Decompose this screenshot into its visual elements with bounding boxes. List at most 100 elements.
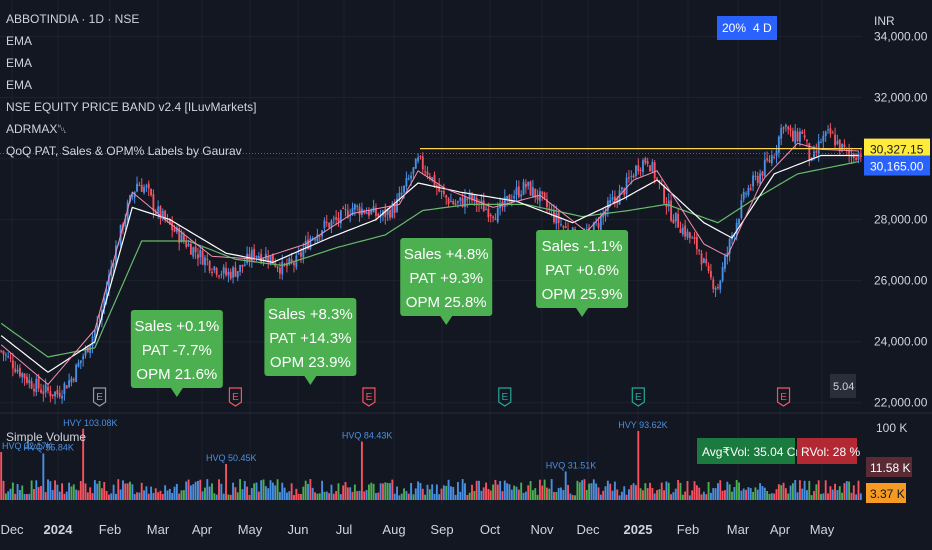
candle-body xyxy=(646,161,649,164)
time-axis[interactable]: Dec 2024 Feb Mar Apr May Jun Jul Aug Sep Oct Nov Dec… xyxy=(0,522,834,537)
volume-bar xyxy=(143,490,145,500)
volume-bar xyxy=(314,492,316,500)
volume-info[interactable]: Avg₹Vol: 35.04 Cr RVol: 28 % xyxy=(697,438,860,464)
qoq-label-box[interactable]: Sales -1.1% PAT +0.6% OPM 25.9% xyxy=(536,230,629,317)
currency-label[interactable]: INR xyxy=(874,14,895,28)
volume-bar xyxy=(28,493,31,500)
earnings-marker[interactable]: E xyxy=(362,387,376,407)
volume-bar xyxy=(817,480,820,500)
candle-body xyxy=(752,175,755,187)
volume-bar xyxy=(681,494,684,500)
volume-bar xyxy=(667,482,670,500)
candle-body xyxy=(480,200,483,203)
earnings-marker[interactable]: E xyxy=(776,387,791,407)
candle-body xyxy=(384,208,387,217)
volume-bar xyxy=(232,482,235,500)
volume-bar xyxy=(625,494,628,500)
volume-bar xyxy=(54,480,56,500)
qoq-label-box[interactable]: Sales +4.8% PAT +9.3% OPM 25.8% xyxy=(400,238,493,325)
volume-bar xyxy=(517,489,520,500)
candle-body xyxy=(234,267,237,277)
candle-body xyxy=(199,249,202,258)
candle-body xyxy=(836,140,839,145)
volume-bar xyxy=(569,493,572,500)
volume-bar xyxy=(40,485,42,500)
earnings-marker[interactable]: E xyxy=(498,387,512,407)
volume-bar xyxy=(410,483,413,500)
volume-bar xyxy=(175,483,178,500)
volume-bar xyxy=(309,479,312,500)
badge-percent[interactable]: 20% xyxy=(717,16,752,40)
volume-pane-title[interactable]: Simple Volume xyxy=(6,430,87,444)
legend-symbol[interactable]: ABBOTINDIA · 1D · NSE xyxy=(6,12,140,26)
volume-bar xyxy=(604,486,607,500)
volume-bar xyxy=(72,484,75,500)
candle-body xyxy=(784,124,787,127)
candle-body xyxy=(742,191,745,200)
volume-bar xyxy=(386,482,389,500)
candle-body xyxy=(91,336,94,347)
legend-adrmax[interactable]: ADRMAX␀ xyxy=(6,122,67,136)
candle-body xyxy=(630,176,633,178)
volume-bar xyxy=(213,493,216,500)
earnings-marker[interactable]: E xyxy=(228,387,243,407)
price-axis[interactable]: 34,000.00 32,000.00 28,000.00 26,000.00 24,0… xyxy=(864,30,930,410)
badge-days[interactable]: 4 D xyxy=(748,16,777,40)
candle-body xyxy=(77,362,80,367)
volume-bar xyxy=(756,489,759,500)
candle-body xyxy=(461,198,464,207)
volume-bar xyxy=(164,485,167,500)
legend-ema-2[interactable]: EMA xyxy=(6,56,33,70)
candle-body xyxy=(222,267,225,274)
volume-bar xyxy=(449,486,452,500)
earnings-marker[interactable]: E xyxy=(92,387,107,407)
volume-bar xyxy=(377,492,380,500)
candle-body xyxy=(684,225,687,237)
earnings-marker-letter: E xyxy=(635,392,642,403)
legend-price-band[interactable]: NSE EQUITY PRICE BAND v2.4 [ILuvMarkets] xyxy=(6,100,257,114)
candle-body xyxy=(103,298,106,308)
volume-bar xyxy=(414,488,417,500)
candle-body xyxy=(339,210,342,224)
candle-body xyxy=(316,234,319,242)
volume-bar xyxy=(597,487,600,500)
volume-bar xyxy=(693,481,696,500)
qoq-label-box[interactable]: Sales +8.3% PAT +14.3% OPM 23.9% xyxy=(264,298,357,385)
qoq-label-box[interactable]: Sales +0.1% PAT -7.7% OPM 21.6% xyxy=(130,310,223,397)
volume-bar xyxy=(538,479,541,500)
legend-qoq-labels[interactable]: QoQ PAT, Sales & OPM% Labels by Gaurav xyxy=(6,144,242,158)
candle-body xyxy=(403,185,405,193)
volume-bar xyxy=(717,483,719,500)
candle-body xyxy=(513,195,516,199)
volume-bar xyxy=(110,493,113,500)
volume-bar xyxy=(89,487,92,500)
volume-bar xyxy=(393,493,396,500)
earnings-marker[interactable]: E xyxy=(631,387,645,407)
volume-bar xyxy=(192,484,195,500)
legend-ema-1[interactable]: EMA xyxy=(6,34,33,48)
price-tick-label: 26,000.00 xyxy=(874,274,928,288)
legend-ema-3[interactable]: EMA xyxy=(6,78,33,92)
candle-body xyxy=(613,196,616,200)
candle-body xyxy=(496,207,499,223)
candle-body xyxy=(124,218,127,227)
volume-bar xyxy=(674,488,677,500)
volume-bar xyxy=(761,486,764,500)
volume-bar xyxy=(286,492,288,500)
candle-body xyxy=(269,255,272,265)
candle-body xyxy=(0,350,3,352)
band-price-text: 30,327.15 xyxy=(870,143,924,157)
candle-body xyxy=(798,131,801,143)
candle-body xyxy=(714,288,717,290)
volume-bar xyxy=(466,495,469,500)
candle-body xyxy=(14,368,17,372)
volume-bar xyxy=(11,482,14,500)
volume-bar xyxy=(220,483,223,500)
volume-bar xyxy=(349,487,352,500)
volume-bar xyxy=(196,480,199,500)
volume-bar xyxy=(171,492,174,500)
volume-bar xyxy=(808,480,811,500)
volume-bar xyxy=(726,481,729,500)
volume-bar xyxy=(447,479,450,500)
